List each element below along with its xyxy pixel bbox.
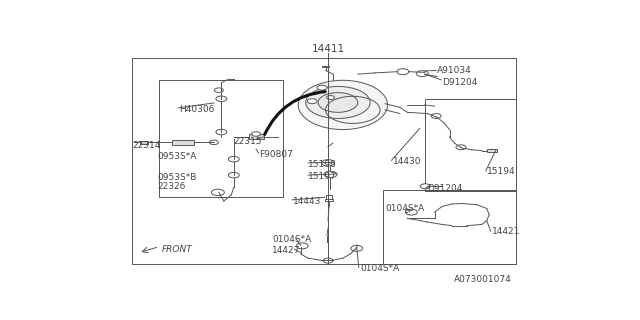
Bar [140, 141, 148, 144]
Bar [326, 195, 332, 200]
Text: 22314: 22314 [132, 141, 161, 150]
Text: 15194: 15194 [486, 167, 515, 176]
Bar [172, 140, 194, 145]
Circle shape [214, 88, 223, 92]
Circle shape [307, 99, 317, 104]
Text: FRONT: FRONT [162, 244, 193, 253]
Circle shape [209, 140, 218, 145]
Text: 15196: 15196 [308, 160, 337, 169]
Bar [159, 80, 284, 197]
Circle shape [318, 92, 358, 112]
Text: A91034: A91034 [437, 66, 472, 75]
Text: D91204: D91204 [428, 184, 463, 193]
Circle shape [420, 184, 430, 189]
Circle shape [216, 96, 227, 101]
Text: 14430: 14430 [392, 157, 421, 166]
Text: 0953S*A: 0953S*A [157, 152, 196, 161]
Text: D91204: D91204 [442, 78, 477, 87]
Circle shape [456, 145, 466, 150]
Bar [324, 199, 333, 201]
Circle shape [296, 243, 308, 249]
Bar [383, 190, 516, 264]
Bar [249, 134, 264, 140]
Bar [486, 149, 497, 152]
Circle shape [351, 245, 363, 251]
Circle shape [306, 86, 370, 118]
Text: 14443: 14443 [293, 196, 322, 205]
Circle shape [324, 171, 337, 178]
Text: F90807: F90807 [260, 150, 293, 159]
Circle shape [228, 172, 239, 178]
Text: 0104S*A: 0104S*A [385, 204, 424, 213]
Text: 15197: 15197 [308, 172, 337, 181]
Circle shape [326, 96, 335, 100]
Text: 14421: 14421 [492, 227, 520, 236]
Bar [321, 66, 330, 68]
Circle shape [211, 189, 225, 196]
Text: 14427: 14427 [273, 246, 301, 255]
Circle shape [323, 258, 333, 263]
Ellipse shape [298, 80, 388, 130]
Text: 0104S*A: 0104S*A [360, 264, 399, 273]
Circle shape [416, 71, 428, 76]
Circle shape [228, 156, 239, 162]
Circle shape [397, 69, 409, 75]
Text: A073001074: A073001074 [454, 276, 511, 284]
Bar [425, 99, 516, 191]
Circle shape [405, 209, 417, 215]
Text: 14411: 14411 [312, 44, 344, 54]
Circle shape [252, 132, 260, 136]
Text: 0953S*B: 0953S*B [157, 173, 196, 182]
Circle shape [431, 114, 441, 118]
Bar [132, 58, 516, 264]
Text: H40306: H40306 [179, 105, 214, 114]
Circle shape [321, 160, 335, 166]
Text: 0104S*A: 0104S*A [273, 235, 312, 244]
Text: 22315: 22315 [234, 137, 262, 146]
Text: 22326: 22326 [157, 182, 185, 191]
Circle shape [216, 129, 227, 135]
Circle shape [317, 85, 327, 90]
